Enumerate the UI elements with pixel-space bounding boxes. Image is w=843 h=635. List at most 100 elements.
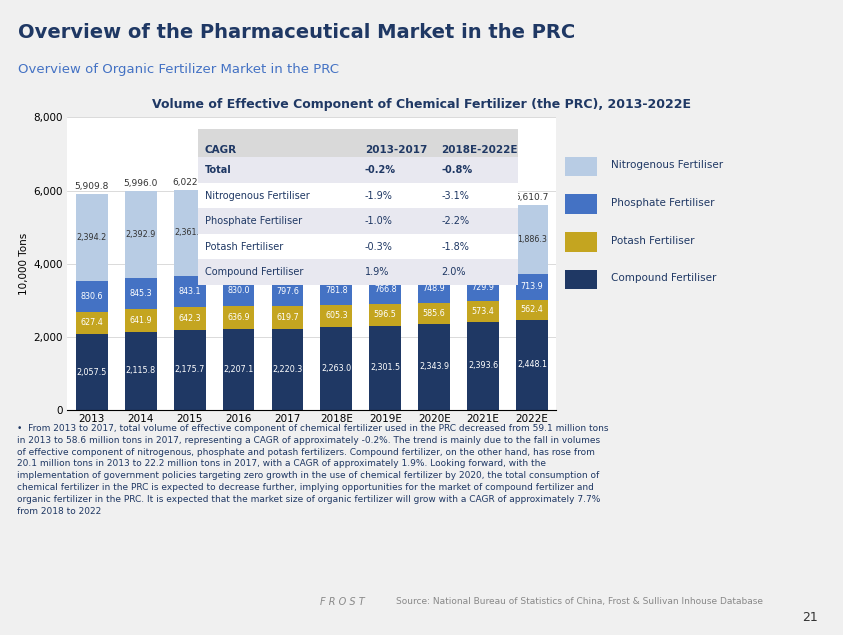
Text: 5,746.0: 5,746.0: [368, 188, 402, 197]
Text: -1.8%: -1.8%: [442, 242, 470, 251]
Text: 766.8: 766.8: [374, 285, 396, 294]
Text: 641.9: 641.9: [130, 316, 152, 325]
Text: 2,361.6: 2,361.6: [175, 229, 205, 237]
Text: 5,859.4: 5,859.4: [271, 184, 304, 192]
Text: 797.6: 797.6: [276, 287, 299, 296]
Text: 2,310.5: 2,310.5: [223, 229, 254, 237]
Text: Overview of Organic Fertilizer Market in the PRC: Overview of Organic Fertilizer Market in…: [19, 63, 340, 76]
Bar: [223, 305, 255, 329]
Text: 5,694.8: 5,694.8: [417, 190, 451, 199]
Text: 2,301.5: 2,301.5: [370, 363, 400, 372]
Bar: [418, 303, 450, 324]
FancyBboxPatch shape: [198, 234, 518, 260]
Bar: [369, 200, 401, 276]
Text: 748.9: 748.9: [423, 284, 445, 293]
Bar: [369, 326, 401, 410]
Text: -0.3%: -0.3%: [365, 242, 393, 251]
Text: 619.7: 619.7: [277, 312, 298, 322]
Bar: [320, 276, 352, 305]
FancyBboxPatch shape: [565, 194, 597, 214]
Bar: [174, 276, 206, 307]
Text: Potash Fertiliser: Potash Fertiliser: [610, 236, 694, 246]
Text: 585.6: 585.6: [423, 309, 445, 318]
Bar: [516, 320, 548, 410]
Text: 5,610.7: 5,610.7: [515, 193, 549, 202]
Bar: [271, 306, 303, 328]
Text: Potash Fertiliser: Potash Fertiliser: [205, 242, 282, 251]
Bar: [76, 194, 108, 281]
Text: 573.4: 573.4: [472, 307, 494, 316]
Text: 1.9%: 1.9%: [365, 267, 389, 277]
FancyBboxPatch shape: [565, 270, 597, 290]
Text: 2,081.2: 2,081.2: [370, 233, 400, 243]
Text: 627.4: 627.4: [81, 319, 103, 328]
Text: 830.0: 830.0: [228, 286, 250, 295]
Text: 2,263.0: 2,263.0: [321, 364, 352, 373]
Text: 1,949.1: 1,949.1: [468, 234, 498, 243]
Text: 830.6: 830.6: [81, 292, 103, 301]
Bar: [223, 276, 255, 305]
Text: 2,221.8: 2,221.8: [272, 232, 303, 241]
Bar: [76, 281, 108, 312]
Text: 2,140.0: 2,140.0: [321, 233, 352, 242]
Text: F R O S T: F R O S T: [320, 597, 365, 607]
Text: 5,646.0: 5,646.0: [466, 192, 500, 201]
FancyBboxPatch shape: [198, 157, 518, 183]
Text: 596.5: 596.5: [373, 310, 397, 319]
Text: 2,393.6: 2,393.6: [468, 361, 498, 370]
Bar: [320, 198, 352, 276]
Text: Overview of the Pharmaceutical Market in the PRC: Overview of the Pharmaceutical Market in…: [19, 22, 576, 41]
Text: -0.2%: -0.2%: [365, 165, 395, 175]
Text: 2,392.9: 2,392.9: [126, 230, 156, 239]
Text: 5,909.8: 5,909.8: [75, 182, 109, 191]
Bar: [418, 202, 450, 275]
Text: 2,207.1: 2,207.1: [223, 364, 254, 374]
Text: 2,448.1: 2,448.1: [517, 361, 547, 370]
Text: -1.0%: -1.0%: [365, 216, 393, 226]
Bar: [125, 278, 157, 309]
Bar: [320, 327, 352, 410]
Text: 605.3: 605.3: [325, 311, 347, 321]
FancyBboxPatch shape: [565, 232, 597, 251]
Bar: [369, 276, 401, 304]
Text: Nitrogenous Fertiliser: Nitrogenous Fertiliser: [205, 190, 309, 201]
Text: -3.1%: -3.1%: [442, 190, 470, 201]
FancyBboxPatch shape: [198, 183, 518, 208]
Bar: [418, 275, 450, 303]
Text: 2.0%: 2.0%: [442, 267, 466, 277]
Text: 636.9: 636.9: [228, 313, 250, 322]
FancyBboxPatch shape: [565, 157, 597, 177]
Text: -1.9%: -1.9%: [365, 190, 393, 201]
Text: 2013-2017: 2013-2017: [365, 145, 427, 155]
Bar: [467, 203, 499, 274]
FancyBboxPatch shape: [198, 208, 518, 234]
Text: Phosphate Fertiliser: Phosphate Fertiliser: [610, 198, 714, 208]
Text: 2,343.9: 2,343.9: [419, 363, 449, 371]
Text: 845.3: 845.3: [130, 289, 152, 298]
Bar: [418, 324, 450, 410]
Bar: [223, 329, 255, 410]
Text: Phosphate Fertiliser: Phosphate Fertiliser: [205, 216, 302, 226]
Text: Volume of Effective Component of Chemical Fertilizer (the PRC), 2013-2022E: Volume of Effective Component of Chemica…: [152, 98, 691, 110]
Text: 2018E-2022E: 2018E-2022E: [442, 145, 518, 155]
Text: Compound Fertiliser: Compound Fertiliser: [610, 273, 716, 283]
Bar: [125, 190, 157, 278]
Text: 713.9: 713.9: [521, 282, 543, 291]
Text: Nitrogenous Fertiliser: Nitrogenous Fertiliser: [610, 160, 722, 170]
Bar: [223, 191, 255, 276]
Text: 642.3: 642.3: [179, 314, 201, 323]
Text: 2,175.7: 2,175.7: [175, 365, 205, 375]
Text: 2,394.2: 2,394.2: [77, 233, 107, 242]
Text: 843.1: 843.1: [179, 287, 201, 296]
Bar: [271, 277, 303, 306]
Bar: [76, 312, 108, 335]
Text: 2,057.5: 2,057.5: [77, 368, 107, 377]
Bar: [125, 332, 157, 410]
Bar: [516, 204, 548, 274]
Text: Total: Total: [205, 165, 231, 175]
FancyBboxPatch shape: [198, 129, 518, 160]
Bar: [271, 196, 303, 277]
Text: Source: National Bureau of Statistics of China, Frost & Sullivan Inhouse Databas: Source: National Bureau of Statistics of…: [396, 598, 763, 606]
Text: 2,016.5: 2,016.5: [419, 234, 449, 243]
Bar: [467, 301, 499, 322]
